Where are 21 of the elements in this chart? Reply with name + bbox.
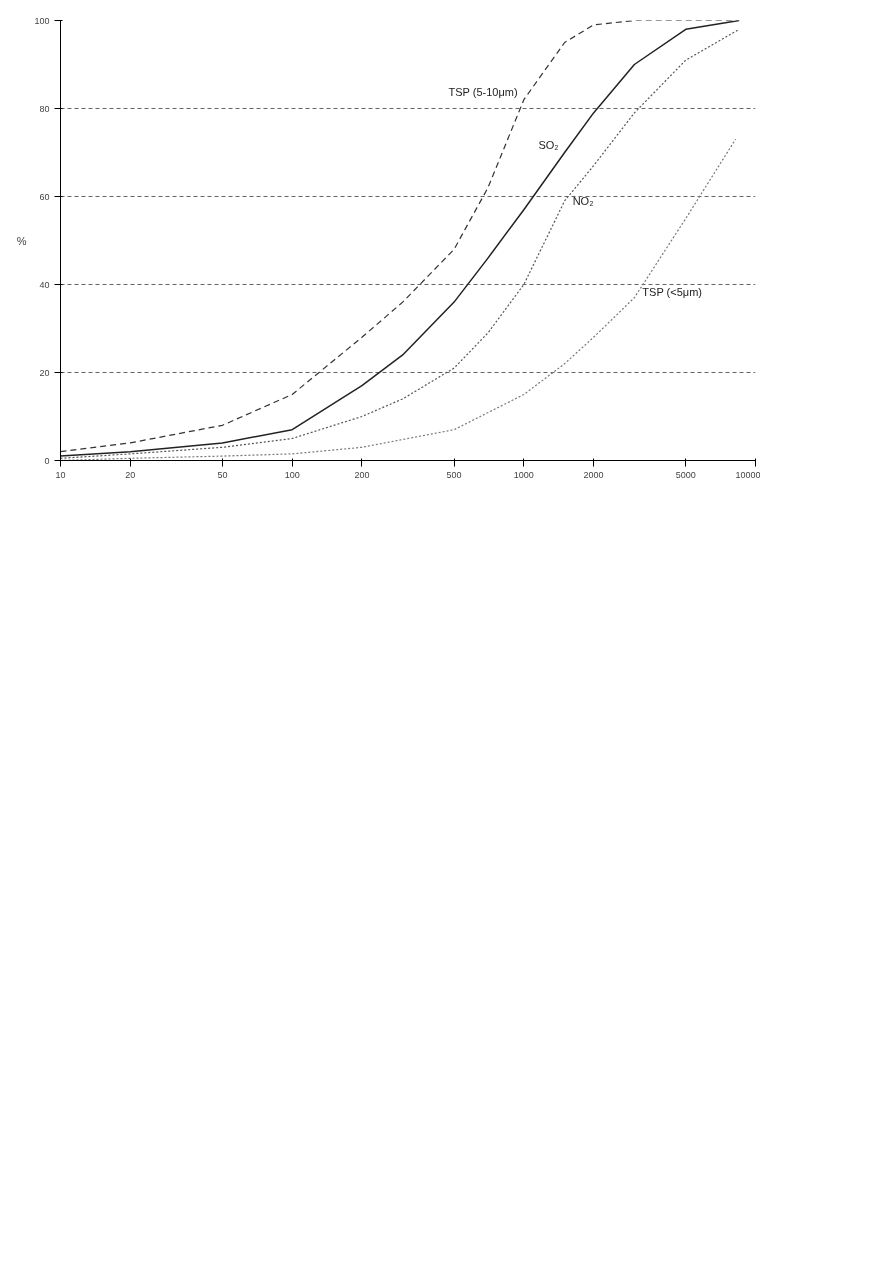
- series-label: NO₂: [572, 194, 594, 207]
- x-tick-label: 50: [217, 469, 228, 480]
- x-tick-label: 2000: [583, 469, 604, 480]
- x-tick-label: 1000: [513, 469, 534, 480]
- x-tick-label: 10000: [735, 469, 761, 480]
- y-tick-label: 0: [44, 455, 50, 466]
- x-tick-label: 500: [446, 469, 462, 480]
- y-tick-label: 40: [39, 279, 50, 290]
- series-label: TSP (5-10μm): [448, 85, 518, 98]
- y-tick-label: 100: [34, 15, 50, 26]
- y-tick-label: 60: [39, 191, 50, 202]
- x-tick-label: 5000: [675, 469, 696, 480]
- y-tick-label: 20: [39, 367, 50, 378]
- y-axis-title: %: [16, 234, 27, 247]
- x-tick-label: 10: [55, 469, 66, 480]
- y-tick-label: 80: [39, 103, 50, 114]
- x-tick-label: 20: [125, 469, 136, 480]
- x-tick-label: 200: [354, 469, 370, 480]
- series-label: TSP (<5μm): [642, 285, 702, 298]
- x-tick-label: 100: [284, 469, 300, 480]
- series-label: SO₂: [538, 138, 559, 151]
